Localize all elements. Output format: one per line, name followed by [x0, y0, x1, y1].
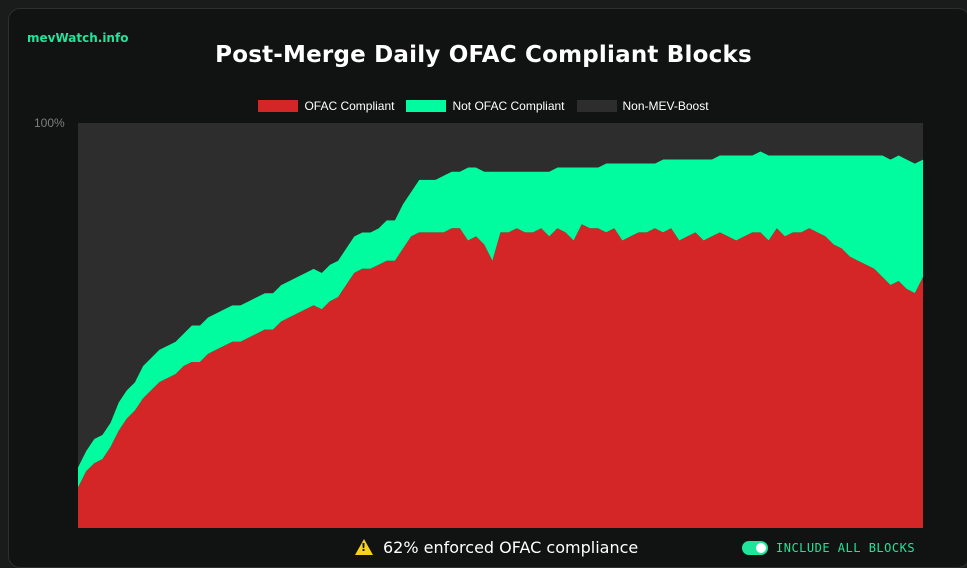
warning-icon: [355, 538, 373, 555]
series-non-mev-boost-area[interactable]: [78, 123, 923, 468]
stacked-area-chart[interactable]: [0, 0, 967, 556]
legend-swatch-not-ofac: [406, 100, 447, 112]
series-not-ofac-compliant-area[interactable]: [78, 151, 923, 488]
compliance-text: 62% enforced OFAC compliance: [383, 538, 639, 557]
legend-item-not-ofac[interactable]: Not OFAC Compliant: [406, 99, 565, 113]
legend-label-ofac: OFAC Compliant: [304, 99, 395, 113]
include-all-blocks-toggle[interactable]: INCLUDE ALL BLOCKS: [742, 541, 915, 555]
legend-label-not-ofac: Not OFAC Compliant: [452, 99, 565, 113]
toggle-label[interactable]: INCLUDE ALL BLOCKS: [776, 541, 916, 555]
legend-item-ofac[interactable]: OFAC Compliant: [258, 99, 394, 113]
y-tick-label-100: 100%: [34, 116, 65, 130]
chart-legend: OFAC Compliant Not OFAC Compliant Non-ME…: [0, 99, 967, 113]
toggle-knob: [756, 543, 766, 553]
legend-item-non-mev-boost[interactable]: Non-MEV-Boost: [576, 99, 709, 113]
legend-swatch-ofac: [258, 100, 299, 112]
legend-swatch-non-mev-boost: [576, 100, 617, 112]
series-ofac-compliant-area[interactable]: [78, 224, 923, 528]
legend-label-non-mev-boost: Non-MEV-Boost: [622, 99, 709, 113]
brand-logo-text[interactable]: mevWatch.info: [27, 31, 129, 45]
series-layer: [78, 123, 923, 528]
compliance-message: 62% enforced OFAC compliance: [355, 538, 638, 557]
toggle-switch[interactable]: [742, 541, 768, 555]
chart-title: Post-Merge Daily OFAC Compliant Blocks: [215, 42, 752, 68]
